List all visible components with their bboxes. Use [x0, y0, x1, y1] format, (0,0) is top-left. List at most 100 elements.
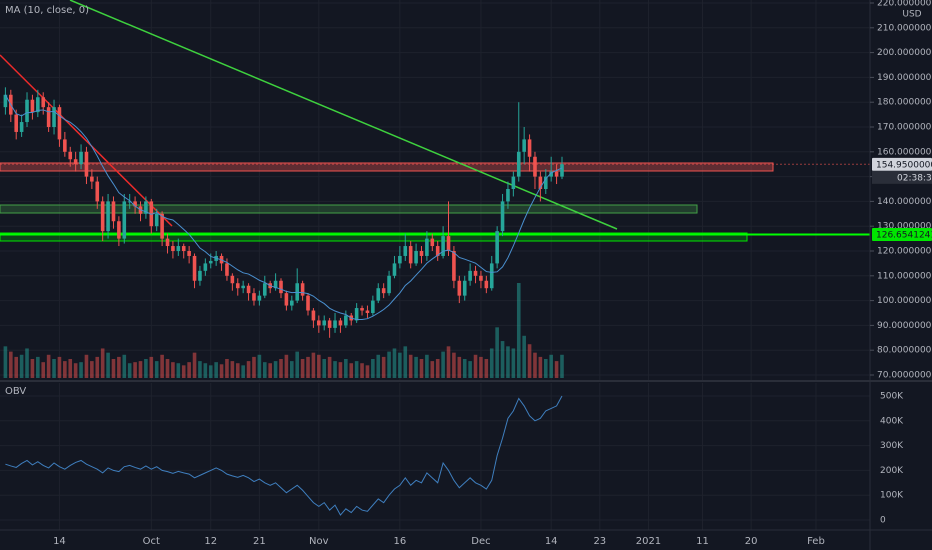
candle-body	[252, 293, 256, 301]
y-tick-label: 180.00000000	[877, 98, 932, 108]
volume-bar	[187, 362, 191, 378]
y-tick-label: 90.00000000	[877, 321, 932, 331]
volume-bar	[122, 354, 127, 378]
y-tick-label: 100.00000000	[877, 296, 932, 306]
candle-body	[14, 114, 19, 132]
candle-body	[457, 280, 462, 296]
candle-body	[327, 320, 332, 328]
candle-body	[279, 280, 283, 294]
volume-bar	[327, 356, 332, 378]
candle-body	[516, 151, 521, 177]
candle-body	[338, 320, 343, 326]
y-tick-label: 200.00000000	[877, 48, 932, 58]
y-tick-label: 170.00000000	[877, 123, 932, 133]
volume-bar	[230, 361, 235, 378]
candle-body	[446, 236, 451, 251]
x-tick-label: 20	[745, 536, 758, 547]
candle-body	[435, 246, 440, 256]
volume-bar	[176, 363, 181, 378]
x-tick-label: 11	[696, 536, 709, 547]
volume-bar	[371, 359, 375, 378]
volume-bar	[181, 365, 186, 378]
support-zone	[0, 204, 698, 214]
candle-body	[19, 122, 24, 132]
candle-body	[527, 139, 532, 157]
y-tick-label: 400K	[880, 416, 904, 426]
candle-body	[208, 260, 213, 264]
obv-line	[5, 395, 563, 516]
candle-body	[144, 201, 148, 214]
y-tick-label: 300K	[880, 441, 904, 451]
y-tick-label: 70.00000000	[877, 371, 932, 381]
volume-bar	[457, 356, 462, 378]
volume-bar	[127, 363, 132, 378]
price-tag-label: 126.65412412	[876, 230, 932, 240]
volume-bar	[63, 361, 67, 378]
axes: 14 Oct 12 21 Nov 16 Dec 14 23 2021 11 20 Feb 70.00000…	[53, 0, 932, 547]
volume-bar	[171, 362, 175, 378]
candle-body	[106, 201, 110, 232]
candle-body	[317, 320, 321, 326]
volume-bar	[149, 356, 154, 378]
candle-body	[398, 255, 402, 264]
volume-bar	[333, 361, 337, 378]
volume-bar	[41, 362, 46, 378]
volume-bar	[376, 354, 381, 378]
candle-body	[306, 295, 310, 311]
volume-bar	[462, 359, 467, 378]
candle-body	[68, 151, 73, 160]
volume-bar	[290, 361, 294, 378]
candle-body	[344, 315, 348, 326]
volume-bar	[9, 351, 13, 378]
volume	[3, 283, 564, 378]
candle-body	[387, 275, 391, 294]
volume-bar	[262, 362, 267, 378]
candle-body	[95, 181, 100, 202]
volume-bar	[90, 361, 94, 378]
candle-body	[84, 151, 89, 177]
volume-bar	[160, 354, 164, 378]
price-tag	[872, 227, 932, 241]
y-tick-label: 160.00000000	[877, 147, 932, 157]
candle-body	[489, 263, 494, 289]
candle-body	[522, 139, 526, 152]
candle-body	[154, 213, 159, 227]
candle-body	[25, 99, 29, 123]
volume-bar	[473, 354, 478, 378]
x-tick-label: Nov	[309, 536, 329, 547]
volume-bar	[52, 359, 56, 378]
volume-bar	[165, 359, 170, 378]
volume-bar	[322, 359, 327, 378]
y-tick-label: 110.00000000	[877, 271, 932, 281]
volume-bar	[246, 361, 251, 378]
volume-bar	[349, 363, 354, 378]
candle-body	[403, 246, 408, 256]
candle-body	[181, 246, 186, 251]
volume-bar	[235, 363, 240, 378]
candle-body	[235, 283, 240, 289]
candle-body	[425, 238, 429, 256]
grid	[0, 0, 870, 530]
volume-bar	[133, 362, 137, 378]
candle-body	[192, 255, 197, 281]
candle-body	[122, 201, 127, 239]
volume-bar	[338, 362, 343, 378]
candle-body	[165, 238, 170, 247]
volume-bar	[527, 344, 532, 378]
volume-bar	[414, 356, 418, 378]
candle-body	[133, 201, 137, 207]
candle-body	[495, 231, 499, 264]
y-tick-label: 500K	[880, 392, 904, 402]
volume-bar	[208, 365, 213, 378]
obv-pane	[5, 395, 563, 516]
volume-bar	[300, 359, 305, 378]
volume-bar	[317, 354, 321, 378]
candle-body	[371, 300, 375, 313]
candle-body	[533, 156, 537, 177]
y-tick-label: 100K	[880, 491, 904, 501]
y-tick-label: 0	[880, 516, 886, 526]
volume-bar	[354, 361, 359, 378]
volume-bar	[452, 352, 456, 378]
candle-body	[376, 288, 381, 301]
drawings	[0, 0, 870, 242]
